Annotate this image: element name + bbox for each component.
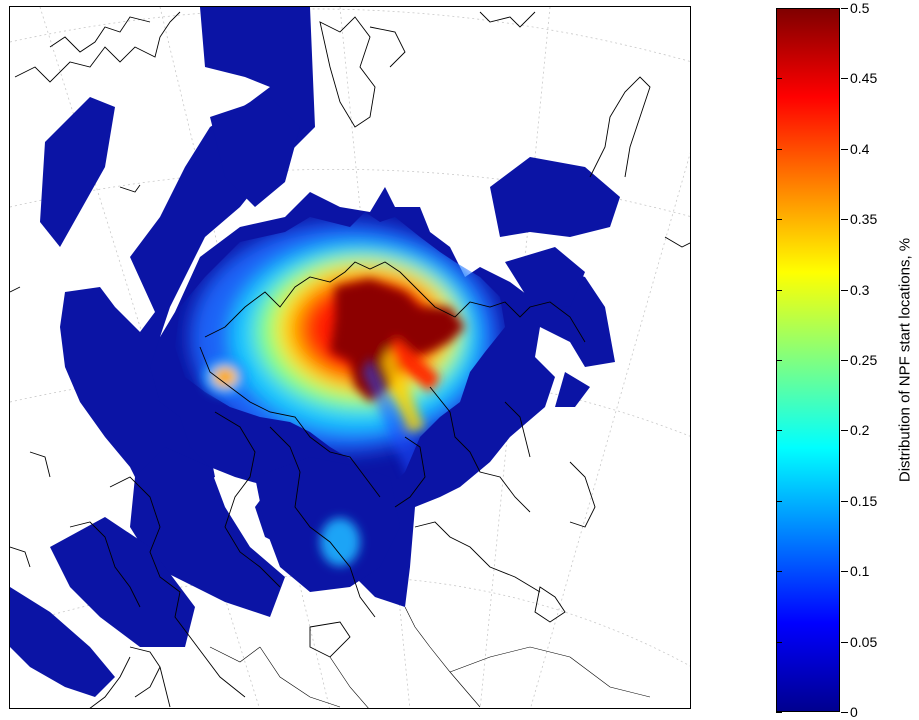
colorbar-tick <box>841 501 848 502</box>
country-borders <box>209 606 651 708</box>
colorbar <box>776 8 840 712</box>
map-panel <box>9 6 691 709</box>
colorbar-tick <box>841 219 848 220</box>
colorbar-tick <box>841 8 848 9</box>
data-hotspot-west <box>203 359 247 395</box>
colorbar-tick-inner <box>776 149 782 150</box>
colorbar-tick <box>841 149 848 150</box>
colorbar-tick-inner <box>776 78 782 79</box>
colorbar-tick-label: 0 <box>850 704 858 720</box>
colorbar-tick-inner <box>776 290 782 291</box>
colorbar-tick <box>841 642 848 643</box>
colorbar-tick-label: 0.25 <box>850 352 878 368</box>
colorbar-tick-inner <box>776 712 782 713</box>
colorbar-tick-inner <box>776 642 782 643</box>
colorbar-tick-inner <box>776 219 782 220</box>
colorbar-tick-inner <box>776 8 782 9</box>
colorbar-tick-label: 0.3 <box>850 282 870 298</box>
colorbar-tick-label: 0.05 <box>850 634 878 650</box>
colorbar-title: Distribution of NPF start locations, % <box>896 237 914 483</box>
colorbar-tick <box>841 712 848 713</box>
colorbar-tick-label: 0.4 <box>850 141 870 157</box>
colorbar-tick-label: 0.45 <box>850 70 878 86</box>
colorbar-tick-label: 0.15 <box>850 493 878 509</box>
colorbar-tick-label: 0.5 <box>850 0 870 16</box>
colorbar-tick-inner <box>776 430 782 431</box>
colorbar-tick <box>841 571 848 572</box>
data-field-heat <box>190 222 500 477</box>
data-hotspot-south <box>320 518 360 566</box>
colorbar-tick <box>841 290 848 291</box>
colorbar-tick-label: 0.1 <box>850 563 870 579</box>
colorbar-tick-inner <box>776 571 782 572</box>
colorbar-tick-label: 0.2 <box>850 422 870 438</box>
colorbar-tick <box>841 360 848 361</box>
map-svg <box>10 7 690 708</box>
colorbar-tick <box>841 78 848 79</box>
coastlines <box>10 11 690 708</box>
colorbar-tick-inner <box>776 360 782 361</box>
colorbar-tick <box>841 430 848 431</box>
colorbar-tick-label: 0.35 <box>850 211 878 227</box>
colorbar-tick-inner <box>776 501 782 502</box>
